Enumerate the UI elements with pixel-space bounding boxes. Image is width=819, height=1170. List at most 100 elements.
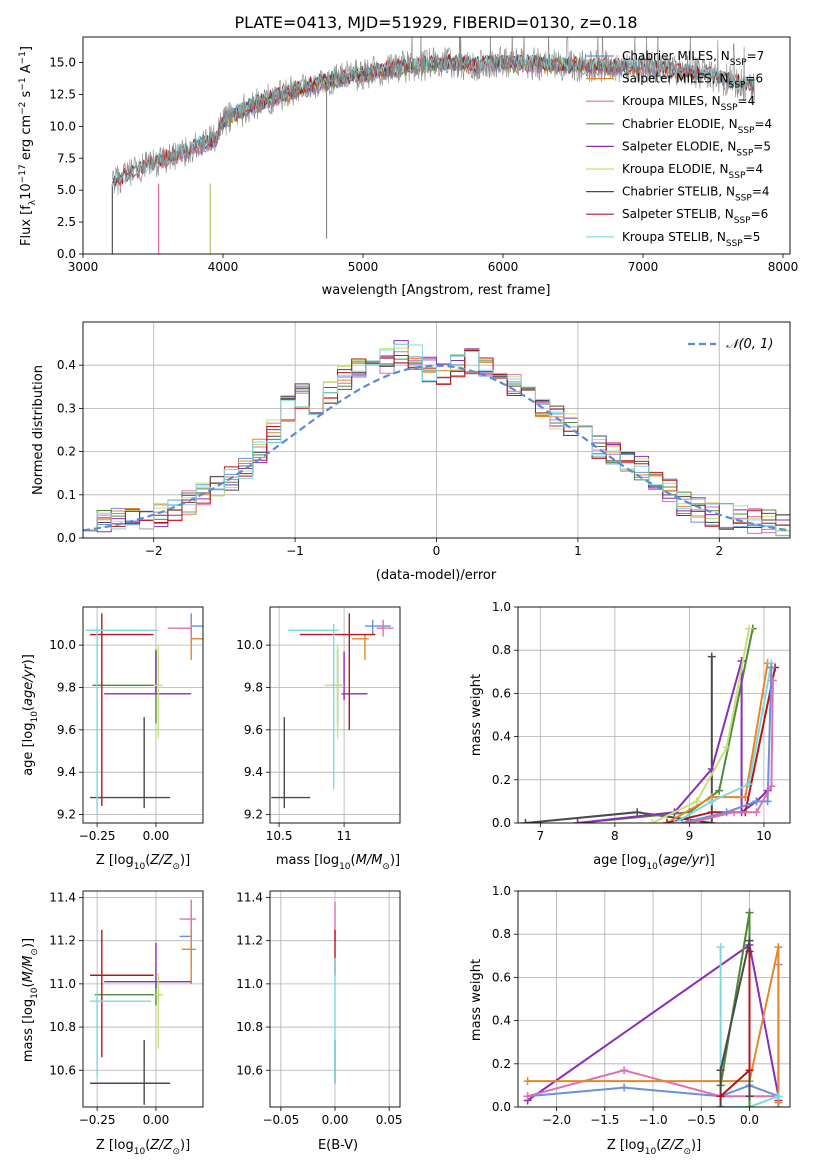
age-vs-z-panel-marks <box>85 613 203 813</box>
mass-weight-point <box>767 782 776 791</box>
y-tick-label: 0.0 <box>57 247 76 261</box>
spectrum-ylabel: Flux [fλ10−17 erg cm−2 s−1 A−1] <box>18 46 38 246</box>
axes-frame <box>82 890 204 1108</box>
spectrum-panel: 3000 4000 5000 6000 7000 8000 0.0 2.5 5.0 7.5 10.0… <box>18 36 799 298</box>
mass-weight-point <box>745 624 754 633</box>
legend-entry: Salpeter STELIB, NSSP=6 <box>622 207 768 226</box>
x-tick-label: 7000 <box>628 260 659 274</box>
x-tick-label: 10 <box>756 829 771 843</box>
mass-weight-point <box>707 797 716 806</box>
x-tick-label: 10.5 <box>266 829 293 843</box>
mass-weight-point <box>573 819 582 823</box>
mass-weight-point <box>745 1066 754 1075</box>
y-tick-label: 10.6 <box>49 1063 76 1077</box>
mass-weight-point <box>677 819 686 823</box>
y-tick-label: 0.3 <box>57 401 76 415</box>
spectrum-data-line <box>112 37 755 196</box>
legend-entry: Kroupa STELIB, NSSP=5 <box>622 230 760 249</box>
x-tick-label: 8000 <box>768 260 799 274</box>
x-tick-label: −1.5 <box>590 1113 619 1127</box>
x-tick-label: 2 <box>715 544 723 558</box>
y-tick-label: 2.5 <box>57 215 76 229</box>
y-tick-label: 11.0 <box>49 977 76 991</box>
axes-frame <box>82 606 204 824</box>
mass-vs-z-xlabel: Z [log10(Z/Z⊙)] <box>96 1138 190 1157</box>
spectrum-legend: Chabrier MILES, NSSP=7 Salpeter MILES, NS… <box>586 49 772 249</box>
y-tick-label: 11.4 <box>49 890 76 904</box>
x-tick-label: −0.5 <box>687 1113 716 1127</box>
y-tick-label: 0.2 <box>57 445 76 459</box>
x-tick-label: 6000 <box>488 260 519 274</box>
mass-vs-ebv-xlabel: E(B-V) <box>318 1138 358 1153</box>
mass-weight-point <box>707 819 716 823</box>
y-tick-label: 10.8 <box>236 1020 263 1034</box>
mass-weight-point <box>745 1103 754 1107</box>
y-tick-label: 0.4 <box>492 1014 511 1028</box>
residuals-xlabel: (data-model)/error <box>376 568 497 583</box>
y-tick-label: 12.5 <box>49 87 76 101</box>
mass-vs-ebv-panel: −0.05 0.00 0.05 10.6 10.8 11.0 11.2 11.4 E(B-V) <box>236 890 402 1153</box>
x-tick-label: 9 <box>686 829 694 843</box>
y-tick-label: 15.0 <box>49 56 76 70</box>
massweight-vs-age-xlabel: age [log10(age/yr)] <box>593 853 715 872</box>
x-tick-label: 4000 <box>208 260 239 274</box>
age-vs-mass-xlabel: mass [log10(M/M⊙)] <box>276 853 400 872</box>
massweight-ylabel: mass weight <box>469 959 484 1041</box>
y-tick-label: 10.8 <box>49 1020 76 1034</box>
mass-weight-point <box>716 1066 725 1075</box>
x-tick-label: −2 <box>145 544 163 558</box>
age-ylabel: age [log10(age/yr)] <box>21 654 40 776</box>
x-tick-label: −0.05 <box>262 1113 299 1127</box>
mass-weight-point <box>774 943 783 952</box>
mass-weight-point <box>722 743 731 752</box>
mass-weight-point <box>730 808 739 817</box>
mass-weight-point <box>716 1092 725 1101</box>
y-tick-label: 9.8 <box>57 680 76 694</box>
y-tick-label: 10.0 <box>49 638 76 652</box>
age-vs-mass-panel-marks <box>271 613 394 809</box>
y-tick-label: 10.0 <box>49 119 76 133</box>
mass-weight-point <box>763 797 772 806</box>
y-tick-label: 1.0 <box>492 600 511 614</box>
x-tick-label: −1 <box>286 544 304 558</box>
mass-weight-line <box>651 628 750 823</box>
y-tick-label: 11.4 <box>236 890 263 904</box>
legend-entry: Kroupa MILES, NSSP=4 <box>622 94 755 113</box>
x-tick-label: 7 <box>537 829 545 843</box>
y-tick-label: 5.0 <box>57 183 76 197</box>
age-vs-z-panel: −0.25 0.00 9.2 9.4 9.6 9.8 10.0 Z [log10(Z/Z⊙)]… <box>21 606 204 872</box>
mass-weight-point <box>685 819 694 823</box>
x-tick-label: −0.25 <box>79 1113 116 1127</box>
mass-weight-point <box>716 943 725 952</box>
mass-weight-point <box>767 663 776 672</box>
mass-vs-z-panel: −0.25 0.00 10.6 10.8 11.0 11.2 11.4 Z [log10(Z/… <box>21 890 204 1157</box>
y-tick-label: 0.6 <box>492 686 511 700</box>
y-tick-label: 0.4 <box>57 358 76 372</box>
legend-entry: Chabrier ELODIE, NSSP=4 <box>622 117 772 136</box>
y-tick-label: 0.1 <box>57 488 76 502</box>
x-tick-label: 0.0 <box>740 1113 759 1127</box>
massweight-vs-age-panel-marks <box>521 624 780 823</box>
mass-weight-point <box>745 780 754 789</box>
x-tick-label: 0.05 <box>376 1113 403 1127</box>
mass-weight-point <box>692 797 701 806</box>
mass-weight-point <box>663 819 672 823</box>
x-tick-label: −1.0 <box>638 1113 667 1127</box>
y-tick-label: 11.0 <box>236 977 263 991</box>
x-tick-label: 1 <box>574 544 582 558</box>
mass-vs-z-panel-marks <box>90 899 196 1105</box>
massweight-vs-z-panel-marks <box>523 908 783 1107</box>
massweight-vs-z-xlabel: Z [log10(Z/Z⊙)] <box>607 1138 701 1157</box>
mass-weight-point <box>745 908 754 917</box>
y-tick-label: 0.0 <box>492 816 511 830</box>
y-tick-label: 0.8 <box>492 927 511 941</box>
x-tick-label: 8 <box>611 829 619 843</box>
massweight-vs-age-panel: 7 8 9 10 0.0 0.2 0.4 0.6 0.8 1.0 age [log10(age/yr… <box>469 600 791 872</box>
mass-weight-point <box>670 819 679 823</box>
mass-weight-point <box>715 786 724 795</box>
y-tick-label: 10.6 <box>236 1063 263 1077</box>
mass-weight-line <box>673 663 773 823</box>
y-tick-label: 0.6 <box>492 970 511 984</box>
y-tick-label: 7.5 <box>57 151 76 165</box>
